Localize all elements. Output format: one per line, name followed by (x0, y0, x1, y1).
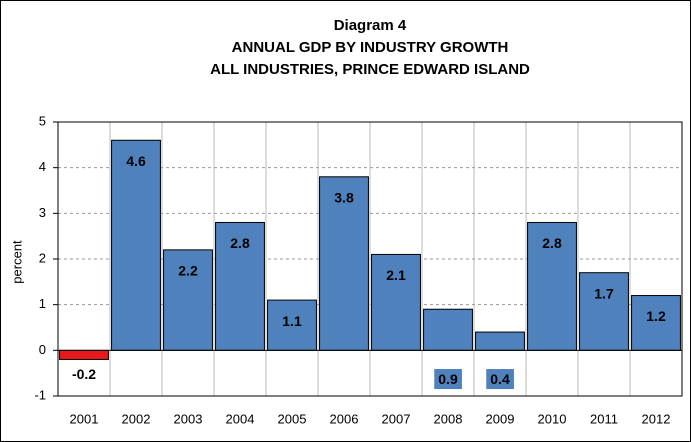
value-label: 0.9 (438, 371, 458, 387)
x-tick-label: 2006 (330, 411, 359, 426)
x-tick-label: 2004 (226, 411, 255, 426)
value-label-bg (434, 369, 462, 390)
value-label: 1.2 (646, 308, 666, 324)
bar (215, 221, 265, 351)
value-label: 2.8 (230, 235, 250, 251)
y-tick-label: 2 (39, 250, 46, 265)
bar (371, 253, 421, 351)
value-label-bg (486, 369, 514, 390)
y-tick-label: 5 (39, 113, 46, 128)
x-tick-label: 2007 (382, 411, 411, 426)
value-label: 2.8 (542, 235, 562, 251)
value-label: 0.4 (490, 371, 510, 387)
x-tick-label: 2012 (642, 411, 671, 426)
bar (111, 139, 161, 351)
bar (267, 299, 317, 351)
bar (631, 295, 681, 351)
chart-title: Diagram 4 (334, 17, 407, 34)
value-label: 2.1 (386, 267, 406, 283)
x-tick-label: 2009 (486, 411, 515, 426)
value-label: 2.2 (178, 263, 198, 279)
y-tick-label: 3 (39, 205, 46, 220)
y-tick-label: 1 (39, 296, 46, 311)
value-label: -0.2 (72, 366, 96, 382)
x-tick-label: 2002 (122, 411, 151, 426)
plot-border (57, 121, 683, 397)
y-tick-label: -1 (34, 387, 46, 402)
y-axis-label: percent (9, 240, 24, 284)
x-tick-label: 2010 (538, 411, 567, 426)
chart-title: ANNUAL GDP BY INDUSTRY GROWTH (232, 39, 509, 56)
value-label: 1.7 (594, 285, 614, 301)
y-tick-label: 0 (39, 342, 46, 357)
bar (423, 308, 473, 351)
y-tick-label: 4 (39, 159, 46, 174)
x-tick-label: 2003 (174, 411, 203, 426)
value-label: 4.6 (126, 153, 146, 169)
bar (579, 272, 629, 351)
bar (319, 176, 369, 351)
bar (527, 221, 577, 351)
x-tick-label: 2011 (590, 411, 618, 426)
chart-title: ALL INDUSTRIES, PRINCE EDWARD ISLAND (210, 61, 530, 78)
bar (59, 349, 109, 360)
value-label: 1.1 (282, 313, 302, 329)
bar (475, 331, 525, 351)
bar (163, 249, 213, 351)
x-tick-label: 2001 (70, 411, 99, 426)
x-tick-label: 2005 (278, 411, 307, 426)
x-tick-label: 2008 (434, 411, 463, 426)
value-label: 3.8 (334, 190, 354, 206)
